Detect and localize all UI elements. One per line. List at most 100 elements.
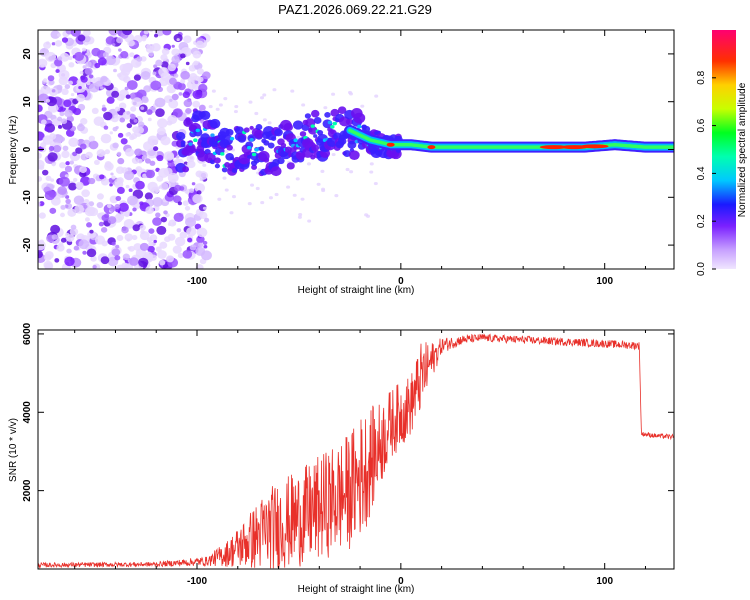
heat-blob-signal	[225, 128, 234, 136]
heat-blob-noise	[152, 197, 163, 207]
colorbar: 0.0 0.2 0.4 0.6 0.8 Normalized spectral ampl…	[696, 30, 748, 276]
snr-xtick-label: 100	[596, 576, 613, 587]
heat-blob-noise	[114, 203, 121, 210]
heat-blob-noise	[126, 80, 138, 90]
heat-blob-noise	[117, 157, 125, 165]
heat-blob-noise	[40, 119, 47, 125]
heat-blob-noise	[42, 169, 49, 176]
heat-blob-faint	[290, 89, 295, 93]
heat-blob-noise	[64, 109, 73, 118]
heat-blob-noise	[112, 43, 116, 47]
heat-blob-noise	[45, 51, 57, 62]
heat-blob-faint	[202, 206, 207, 210]
heat-blob-noise	[62, 145, 69, 151]
snr-ylabel: SNR (10 * v/v)	[8, 418, 19, 482]
heat-blob-noise	[161, 61, 169, 69]
heat-blob-noise	[124, 212, 130, 218]
heat-blob-noise	[178, 92, 183, 96]
heat-blob-noise	[146, 148, 158, 159]
heat-blob-noise	[197, 76, 204, 83]
snr-xlabel: Height of straight line (km)	[298, 584, 415, 595]
heat-blob-noise	[131, 235, 138, 241]
heat-blob-noise	[109, 131, 114, 135]
heat-blob-noise	[182, 200, 189, 206]
heat-blob-noise	[173, 73, 179, 78]
heat-blob-signal	[280, 142, 287, 148]
snr-ytick-label: 2000	[22, 479, 33, 502]
heat-blob-faint	[274, 192, 279, 197]
heat-blob-noise	[152, 71, 157, 76]
heat-blob-noise	[68, 137, 79, 148]
heat-blob-noise	[116, 234, 124, 242]
heat-blob-noise	[166, 255, 174, 263]
heat-blob-noise	[183, 35, 192, 44]
heat-blob-noise	[86, 49, 91, 53]
heat-blob-noise	[94, 235, 106, 245]
heat-blob-noise	[154, 33, 159, 38]
heat-blob-noise	[157, 127, 166, 136]
heat-blob-noise	[118, 102, 127, 110]
heat-blob-noise	[182, 249, 193, 259]
heat-blob-signal	[258, 146, 265, 152]
heat-blob-signal	[249, 125, 254, 130]
heat-blob-noise	[86, 248, 97, 258]
heat-blob-signal	[230, 156, 235, 161]
heat-blob-noise	[81, 47, 87, 52]
snr-xtick-label: -100	[187, 576, 207, 587]
heat-blob-noise	[155, 246, 162, 252]
heat-blob-signal	[245, 141, 254, 149]
heat-blob-noise	[156, 225, 167, 235]
heat-blob-noise	[137, 121, 145, 128]
heat-blob-signal	[255, 124, 263, 131]
heat-blob-noise	[65, 161, 70, 166]
colorbar-tick-label: 0.8	[696, 70, 707, 84]
heat-blob-noise	[137, 158, 143, 164]
heat-blob-faint	[260, 200, 265, 205]
heat-blob-noise	[194, 183, 206, 193]
heat-blob-faint	[233, 109, 238, 114]
heat-blob-noise	[80, 143, 87, 150]
heat-blob-noise	[44, 190, 56, 201]
heat-blob-core	[229, 136, 235, 141]
heat-blob-faint	[297, 215, 302, 219]
heat-blob-noise	[192, 89, 203, 100]
heat-blob-noise	[182, 91, 190, 99]
heat-blob-noise	[68, 56, 73, 61]
spectrogram-xtick-label: 0	[398, 276, 404, 287]
heat-blob-signal	[313, 134, 318, 138]
heat-blob-noise	[102, 52, 109, 58]
heat-blob-core	[330, 125, 335, 129]
heat-blob-noise	[139, 201, 144, 206]
heat-blob-faint	[259, 96, 264, 100]
heat-blob-noise	[186, 227, 197, 237]
heat-blob-noise	[57, 56, 63, 61]
heat-blob-noise	[70, 224, 77, 230]
heat-blob-noise	[148, 228, 155, 234]
spectrogram-ytick-label: 20	[22, 48, 33, 60]
heat-blob-noise	[90, 255, 97, 262]
heat-blob-noise	[63, 99, 72, 108]
heat-blob-core	[310, 124, 315, 128]
heat-blob-noise	[86, 222, 93, 228]
heat-blob-noise	[186, 160, 196, 169]
heat-blob-noise	[79, 165, 88, 174]
heat-blob-noise	[116, 186, 125, 195]
heat-blob-noise	[100, 75, 108, 83]
heat-blob-core	[193, 138, 198, 143]
heat-blob-noise	[113, 68, 117, 73]
heat-blob-noise	[147, 135, 159, 146]
heat-blob-noise	[74, 51, 85, 61]
heat-blob-noise	[171, 178, 177, 183]
heat-blob-faint	[224, 149, 229, 154]
heat-blob-noise	[88, 82, 100, 93]
heat-blob-signal	[296, 152, 305, 161]
heat-blob-noise	[86, 81, 91, 86]
heat-blob-faint	[231, 195, 236, 199]
spectrogram-ytick-label: 0	[22, 146, 33, 152]
heat-blob-noise	[65, 234, 75, 242]
heat-blob-noise	[50, 30, 61, 39]
heat-blob-signal	[251, 164, 258, 170]
heat-blob-noise	[38, 212, 46, 219]
